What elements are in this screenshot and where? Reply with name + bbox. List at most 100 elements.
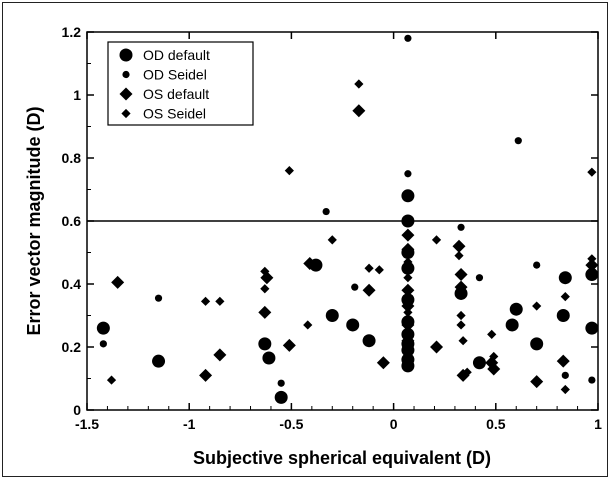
x-tick-label: 1 bbox=[594, 416, 602, 432]
legend-marker-od-seidel bbox=[122, 70, 130, 79]
point-os-seidel bbox=[458, 336, 468, 346]
point-os-default bbox=[303, 257, 317, 271]
y-tick-label: 0.6 bbox=[62, 213, 82, 229]
point-os-seidel bbox=[587, 254, 597, 264]
point-od-default bbox=[258, 337, 272, 351]
point-od-default bbox=[346, 318, 360, 332]
point-od-seidel bbox=[404, 34, 412, 42]
point-os-default bbox=[352, 104, 366, 118]
point-os-seidel bbox=[454, 251, 464, 261]
point-od-seidel bbox=[322, 207, 330, 216]
legend-marker-os-default bbox=[119, 87, 133, 101]
y-tick-label: 0.8 bbox=[62, 150, 82, 166]
point-os-seidel bbox=[403, 273, 413, 283]
point-od-seidel bbox=[351, 283, 359, 291]
point-os-default bbox=[401, 334, 415, 348]
y-tick-label: 1 bbox=[73, 87, 81, 103]
point-od-default bbox=[152, 354, 166, 368]
point-os-seidel bbox=[487, 329, 497, 339]
point-os-default bbox=[111, 275, 125, 289]
point-os-seidel bbox=[403, 257, 413, 267]
point-os-default bbox=[362, 283, 376, 297]
legend-marker-os-seidel bbox=[121, 108, 131, 119]
point-od-default bbox=[401, 189, 415, 203]
point-os-default bbox=[430, 340, 444, 354]
point-od-seidel bbox=[514, 137, 522, 145]
point-os-seidel bbox=[215, 296, 225, 306]
point-os-seidel bbox=[200, 296, 211, 306]
point-os-default bbox=[530, 375, 544, 389]
point-od-seidel bbox=[588, 376, 596, 384]
point-os-seidel bbox=[260, 284, 270, 294]
point-os-default bbox=[487, 362, 501, 376]
point-od-seidel bbox=[561, 371, 569, 379]
point-os-seidel bbox=[374, 265, 384, 275]
point-os-seidel bbox=[462, 367, 472, 377]
point-od-seidel bbox=[404, 170, 412, 178]
point-od-default bbox=[401, 214, 415, 228]
point-od-default bbox=[401, 343, 415, 357]
point-os-seidel bbox=[560, 292, 570, 302]
point-os-seidel bbox=[456, 310, 466, 321]
point-os-default bbox=[376, 356, 390, 370]
point-od-seidel bbox=[99, 340, 107, 348]
point-os-seidel bbox=[431, 235, 442, 245]
point-os-default bbox=[401, 283, 415, 297]
legend-marker-od-default bbox=[119, 48, 133, 62]
x-tick-label: -1.5 bbox=[75, 416, 99, 432]
point-od-default bbox=[558, 271, 572, 285]
point-od-default bbox=[325, 309, 339, 322]
point-od-default bbox=[401, 359, 415, 373]
point-od-default bbox=[505, 318, 519, 332]
legend-label-od-seidel: OD Seidel bbox=[143, 67, 207, 83]
point-os-default bbox=[282, 338, 296, 352]
point-os-seidel bbox=[403, 307, 413, 317]
point-od-default bbox=[556, 309, 570, 322]
point-os-seidel bbox=[532, 301, 542, 311]
point-od-default bbox=[530, 337, 544, 351]
y-tick-label: 1.2 bbox=[62, 24, 82, 40]
x-tick-label: 0 bbox=[390, 416, 398, 432]
x-tick-label: -1 bbox=[183, 416, 196, 432]
point-os-default bbox=[199, 368, 213, 382]
point-od-default bbox=[585, 321, 599, 335]
point-os-seidel bbox=[354, 79, 364, 89]
point-od-default bbox=[401, 261, 415, 275]
legend-label-os-default: OS default bbox=[143, 86, 209, 102]
point-os-seidel bbox=[456, 320, 466, 330]
point-os-seidel bbox=[327, 235, 337, 245]
point-os-default bbox=[556, 354, 570, 368]
y-tick-label: 0.2 bbox=[62, 339, 82, 355]
point-os-seidel bbox=[403, 229, 413, 239]
point-od-seidel bbox=[277, 379, 285, 387]
x-tick-label: -0.5 bbox=[279, 416, 303, 432]
point-od-default bbox=[585, 268, 599, 282]
x-axis-title: Subjective spherical equivalent (D) bbox=[193, 448, 491, 468]
figure-frame bbox=[2, 2, 608, 477]
y-tick-label: 0.4 bbox=[62, 276, 82, 292]
point-os-seidel bbox=[284, 166, 294, 176]
point-os-seidel bbox=[489, 351, 499, 362]
point-os-default bbox=[454, 280, 468, 294]
point-os-default bbox=[258, 305, 272, 319]
point-od-seidel bbox=[154, 294, 163, 302]
point-od-default bbox=[96, 321, 110, 335]
point-od-default bbox=[262, 351, 276, 365]
point-os-default bbox=[401, 242, 415, 256]
point-os-default bbox=[401, 318, 415, 332]
legend-label-os-seidel: OS Seidel bbox=[143, 106, 206, 122]
point-od-default bbox=[472, 356, 486, 370]
point-od-default bbox=[362, 334, 376, 348]
point-os-default bbox=[452, 239, 466, 253]
point-os-seidel bbox=[560, 384, 570, 395]
point-od-default bbox=[274, 390, 288, 404]
point-os-seidel bbox=[260, 266, 270, 276]
point-os-seidel bbox=[364, 263, 374, 273]
y-axis-title: Error vector magnitude (D) bbox=[24, 106, 44, 335]
x-tick-label: 0.5 bbox=[486, 416, 506, 432]
point-os-seidel bbox=[303, 320, 313, 330]
point-os-default bbox=[454, 268, 468, 282]
point-od-seidel bbox=[457, 223, 465, 231]
point-os-default bbox=[585, 258, 599, 272]
point-os-default bbox=[213, 348, 227, 362]
